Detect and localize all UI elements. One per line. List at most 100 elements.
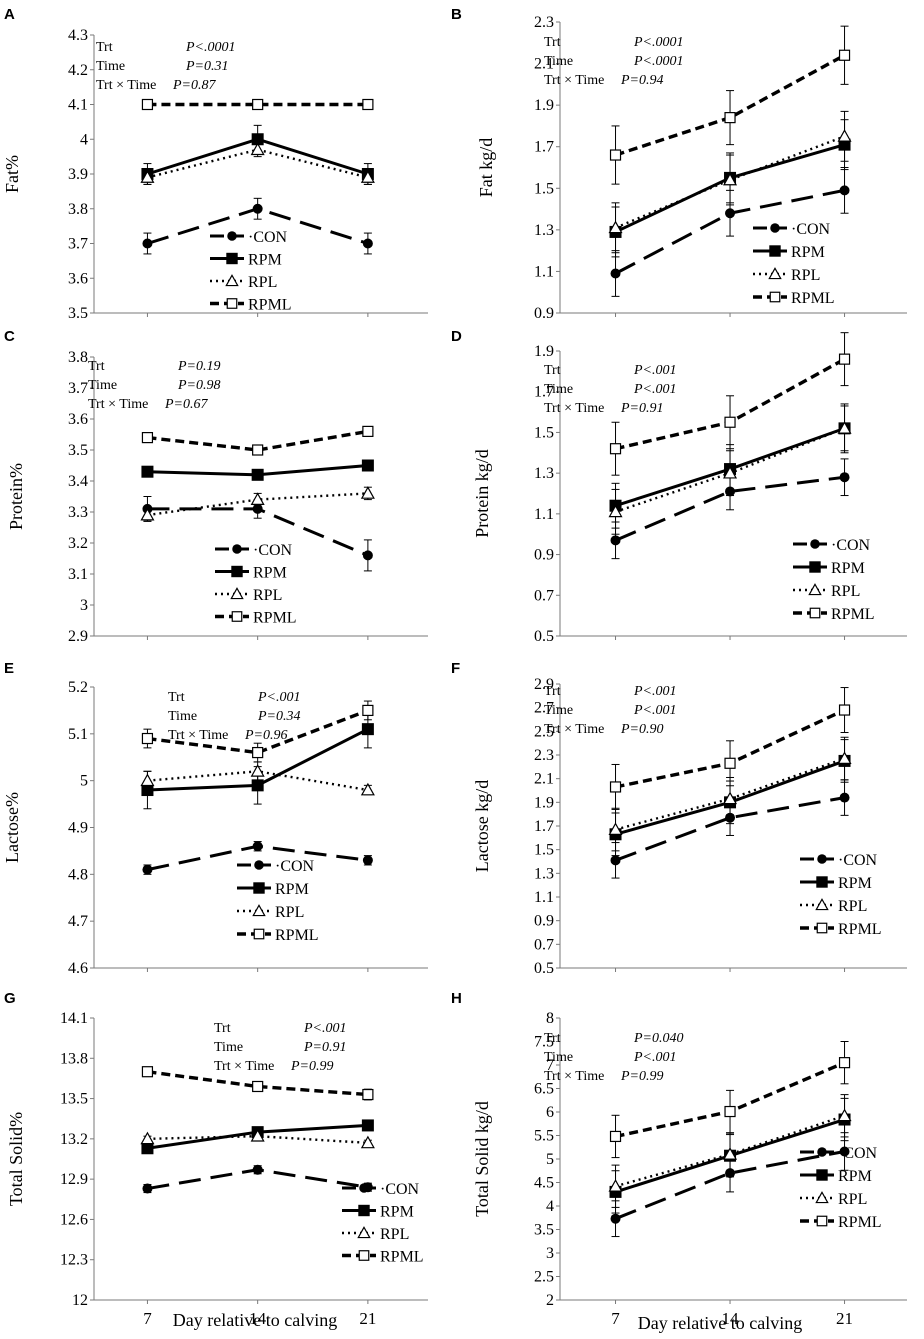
panel-e-stat-p: P<.001	[257, 690, 301, 705]
panel-e-series-rpml	[141, 700, 374, 763]
panel-c-series-rpl-point	[140, 507, 155, 521]
panel-b-stats: Trt P<.0001 Time P<.0001 Trt × Time P=0.94	[544, 35, 684, 88]
panel-a-legend-marker-rpm	[226, 252, 238, 265]
panel-d-y-tick-label: 1.1	[534, 506, 554, 523]
panel-b-series-con-point	[725, 208, 736, 219]
panel-f-stat-label: Trt × Time	[544, 722, 604, 737]
panel-h-stat-label: Trt × Time	[544, 1069, 604, 1084]
panel-d-legend-label-rpl: RPL	[831, 583, 860, 600]
panel-f-series-con-point	[610, 855, 621, 866]
panel-g-series-rpl	[140, 1128, 375, 1149]
panel-a-stat-p: P=0.87	[172, 78, 216, 93]
panel-e-legend-label-rpml: RPML	[275, 927, 319, 944]
panel-c-legend-label-con: ·CON	[253, 542, 293, 559]
panel-h-legend-label-con: ·CON	[838, 1145, 878, 1162]
panel-a-stat-p: P=0.31	[185, 59, 229, 74]
panel-g-stat-p: P=0.99	[290, 1059, 334, 1074]
panel-e: 4.6 4.7 4.8 4.9 5 5.1 5.2 E Lactose% Trt P<.001 Tim…	[2, 660, 428, 977]
panel-c-stat-p: P=0.19	[177, 359, 221, 374]
panel-b-y-tick-label: 1.3	[534, 222, 554, 239]
panel-f-stats: Trt P<.001 Time P<.001 Trt × Time P=0.90	[544, 684, 677, 737]
panel-e-y-tick-label: 5.2	[68, 679, 88, 696]
panel-b-series-rpl	[608, 110, 852, 254]
panel-e-y-tick-label: 4.7	[68, 913, 88, 930]
panel-d-stat-label: Trt × Time	[544, 401, 604, 416]
panel-b-series-rpml-point	[609, 149, 622, 161]
panel-f-legend-marker-rpml	[816, 922, 828, 934]
panel-h-series-rpl-point	[837, 1108, 852, 1122]
panel-c-legend-marker-rpl	[230, 587, 244, 600]
panel-h-y-tick-label: 7	[546, 1057, 554, 1074]
panel-b-stat-p: P<.0001	[633, 54, 684, 69]
panel-b-y-tick-label: 2.1	[534, 56, 554, 73]
panel-a-y-tick-label: 4.2	[68, 62, 88, 79]
panel-g-y-tick-label: 12.3	[60, 1252, 88, 1269]
panel-e-series-rpml-line	[147, 708, 369, 755]
panel-b-stat-label: Trt × Time	[544, 73, 604, 88]
panel-d-series-rpml-point	[724, 416, 736, 428]
panel-h-x-tick-label: 21	[836, 1309, 853, 1328]
panel-h-y-tick-label: 6	[546, 1104, 554, 1121]
panel-d-legend-marker-rpm	[809, 561, 821, 573]
panel-c-y-tick-label: 3.7	[68, 380, 88, 397]
panel-c-series-rpm-point	[251, 468, 264, 481]
panel-c-series-rpm	[141, 459, 374, 481]
x-axis-label-right: Day relative to calving	[637, 1313, 803, 1333]
panel-a-stat-label: Trt × Time	[96, 78, 156, 93]
panel-g-stat-label: Trt × Time	[214, 1059, 274, 1074]
panel-a-y-tick-label: 3.8	[68, 201, 88, 218]
panel-c-series-rpm-point	[361, 459, 374, 472]
panel-g-series-rpl-point	[250, 1128, 265, 1142]
panel-d-series-rpl-point	[723, 465, 738, 479]
panel-b-legend-label-rpm: RPM	[791, 244, 825, 261]
panel-d-y-tick-label: 1.5	[534, 424, 554, 441]
panel-c-y-tick-label: 3.3	[68, 504, 88, 521]
panel-h-series-rpl	[608, 1094, 852, 1208]
panel-d-series-rpl-point	[608, 504, 623, 518]
panel-a-legend: ·CON RPM RPL RPML	[210, 229, 292, 314]
panel-f-y-tick-label: 0.7	[534, 936, 554, 953]
panel-f-legend-label-con: ·CON	[838, 852, 878, 869]
panel-e-stat-label: Trt × Time	[168, 728, 228, 743]
panel-g-series-rpml-point	[141, 1066, 154, 1078]
panel-g-series-rpl-line	[147, 1134, 368, 1145]
panel-a-y-tick-label: 3.5	[68, 305, 88, 322]
panel-h-legend-marker-rpm	[816, 1169, 828, 1181]
panel-e-legend-marker-rpl	[252, 904, 266, 917]
panel-c-stat-p: P=0.98	[177, 378, 221, 393]
panel-g-series-rpml-point	[362, 1088, 374, 1101]
panel-e-stat-p: P=0.96	[244, 728, 288, 743]
panel-b-y-tick-label: 0.9	[534, 305, 554, 322]
panel-e-y-tick-label: 4.6	[68, 960, 88, 977]
panel-e-legend-label-rpl: RPL	[275, 904, 304, 921]
panel-e-series-rpl-line	[147, 770, 369, 792]
panel-c-y-tick-label: 3.2	[68, 535, 88, 552]
panel-d-stat-p: P<.001	[633, 382, 677, 397]
panel-h-stat-p: P=0.040	[633, 1031, 684, 1046]
panel-c-series-rpl-point	[360, 486, 375, 499]
panel-b-legend-label-con: ·CON	[791, 221, 831, 238]
panel-f-series-rpml-point	[609, 781, 622, 793]
panel-a-series-rpml	[141, 98, 374, 111]
panel-c-series-rpm-point	[141, 465, 154, 478]
panel-g-y-tick-label: 12.6	[60, 1211, 88, 1228]
panel-f-series-con-point	[839, 792, 850, 803]
panel-g-stat-p: P<.001	[303, 1021, 347, 1036]
panel-a-stats: Trt P<.0001 Time P=0.31 Trt × Time P=0.87	[96, 40, 236, 93]
panel-g-y-tick-label: 12	[72, 1292, 88, 1309]
panel-g-stat-p: P=0.91	[303, 1040, 347, 1055]
panel-h-legend-marker-rpml	[816, 1215, 828, 1227]
panel-a-legend-marker-con	[227, 231, 237, 241]
panel-c: 2.9 3 3.1 3.2 3.3 3.4 3.5 3.6 3.7 3.8 C Protein% Trt…	[4, 328, 428, 645]
panel-g-y-label: Total Solid%	[6, 1112, 26, 1206]
panel-f-letter: F	[451, 660, 460, 677]
panel-a-series-rpml-point	[362, 98, 374, 111]
panel-d-legend-marker-rpml	[809, 607, 821, 619]
panel-e-series-con-point	[252, 841, 263, 852]
panel-c-y-tick-label: 2.9	[68, 628, 88, 645]
panel-c-series-rpml	[141, 425, 374, 456]
panel-f-y-tick-label: 1.1	[534, 889, 554, 906]
panel-g-letter: G	[4, 990, 16, 1007]
panel-h-y-tick-label: 5	[546, 1151, 554, 1168]
panel-a-y-tick-label: 4	[80, 131, 88, 148]
